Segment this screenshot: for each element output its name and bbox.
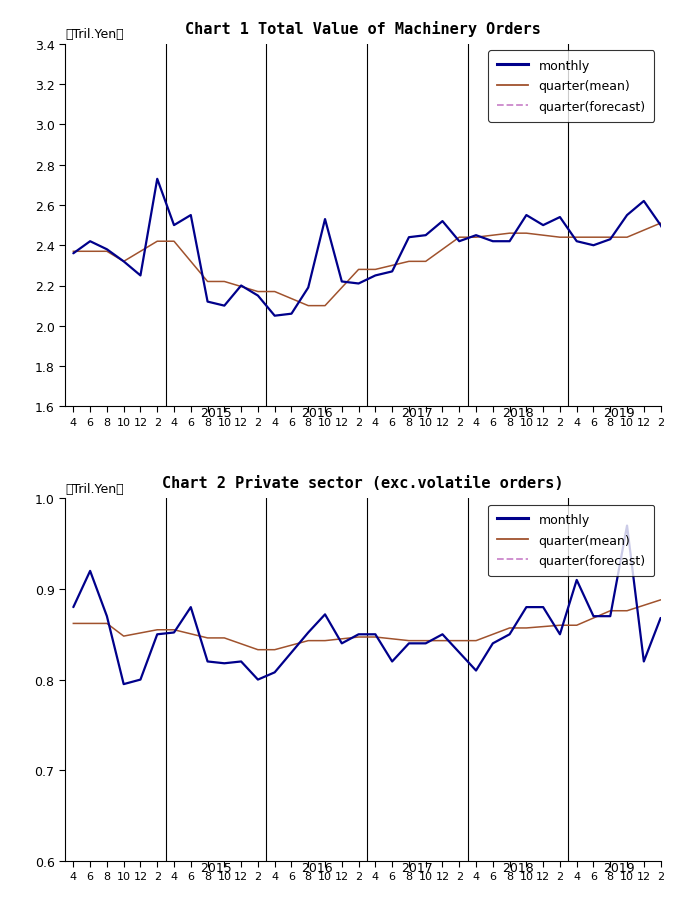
Text: 2019: 2019 (603, 407, 634, 419)
Text: 2017: 2017 (401, 407, 433, 419)
Legend: monthly, quarter(mean), quarter(forecast): monthly, quarter(mean), quarter(forecast… (488, 505, 654, 576)
Text: 2018: 2018 (502, 407, 534, 419)
Text: （Tril.Yen）: （Tril.Yen） (65, 28, 123, 41)
Text: 2018: 2018 (502, 861, 534, 874)
Text: 2016: 2016 (301, 861, 332, 874)
Text: 2017: 2017 (401, 861, 433, 874)
Text: （Tril.Yen）: （Tril.Yen） (65, 483, 123, 495)
Legend: monthly, quarter(mean), quarter(forecast): monthly, quarter(mean), quarter(forecast… (488, 51, 654, 123)
Text: 2019: 2019 (603, 861, 634, 874)
Title: Chart 2 Private sector (exc.volatile orders): Chart 2 Private sector (exc.volatile ord… (162, 475, 564, 491)
Text: 2015: 2015 (200, 861, 232, 874)
Text: 2016: 2016 (301, 407, 332, 419)
Text: 2015: 2015 (200, 407, 232, 419)
Title: Chart 1 Total Value of Machinery Orders: Chart 1 Total Value of Machinery Orders (185, 21, 540, 37)
